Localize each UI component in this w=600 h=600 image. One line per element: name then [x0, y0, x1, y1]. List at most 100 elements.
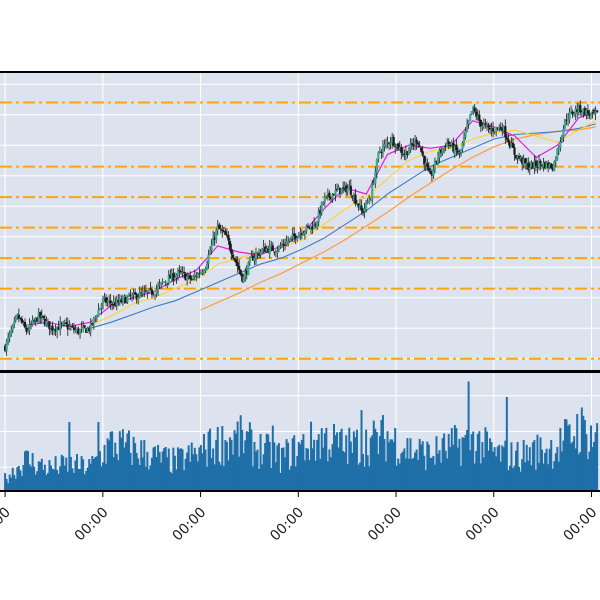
- candle-up: [112, 301, 115, 304]
- volume-bar: [542, 463, 545, 491]
- candle-down: [54, 329, 57, 332]
- volume-bar: [406, 438, 409, 491]
- volume-bar: [308, 459, 311, 491]
- volume-bar: [207, 431, 210, 491]
- volume-bar: [336, 432, 339, 491]
- x-axis-tick-label: 00:00: [365, 505, 405, 545]
- volume-bar: [505, 396, 508, 491]
- candle-up: [337, 187, 340, 190]
- candle-up: [244, 271, 247, 277]
- candle-up: [346, 188, 349, 193]
- volume-bar: [513, 465, 516, 491]
- candle-up: [369, 199, 372, 202]
- volume-bar: [363, 466, 366, 491]
- volume-bar: [143, 439, 146, 491]
- volume-bar: [75, 454, 78, 491]
- candle-down: [111, 303, 114, 305]
- volume-bar: [268, 441, 271, 491]
- volume-bar: [400, 453, 403, 491]
- candle-down: [430, 173, 433, 176]
- volume-bar: [501, 445, 504, 491]
- volume-bar: [594, 432, 597, 491]
- volume-bar: [112, 457, 115, 491]
- candle-down: [88, 327, 91, 332]
- candle-up: [568, 112, 571, 120]
- candle-down: [380, 151, 383, 153]
- volume-bar: [479, 463, 482, 491]
- volume-bar: [14, 478, 17, 491]
- candle-down: [267, 248, 270, 253]
- volume-bar: [218, 461, 221, 491]
- volume-bar: [169, 471, 172, 491]
- candle-down: [57, 326, 60, 330]
- candle-up: [331, 194, 334, 200]
- volume-bar: [276, 445, 279, 491]
- volume-bar: [172, 447, 175, 491]
- candle-up: [274, 252, 277, 254]
- volume-bar: [147, 469, 150, 491]
- x-axis-tick-label: 00:00: [267, 505, 307, 545]
- volume-bar: [589, 425, 592, 491]
- candle-down: [36, 317, 39, 322]
- volume-bar: [72, 472, 75, 491]
- volume-bar: [493, 447, 496, 491]
- candle-up: [98, 307, 102, 311]
- candle-down: [342, 187, 345, 189]
- volume-bar: [270, 467, 273, 491]
- volume-bar: [124, 442, 127, 491]
- candle-up: [465, 124, 469, 131]
- volume-bar: [470, 434, 473, 491]
- candle-up: [556, 148, 559, 160]
- candle-down: [19, 317, 22, 319]
- volume-bar: [473, 463, 476, 491]
- volume-bar: [85, 470, 88, 491]
- volume-bar: [7, 483, 10, 491]
- volume-bar: [394, 428, 397, 491]
- volume-bar: [184, 458, 187, 491]
- volume-bar: [290, 465, 293, 491]
- volume-bar: [8, 474, 11, 491]
- candle-up: [464, 131, 467, 138]
- candle-up: [453, 145, 456, 153]
- candle-down: [20, 318, 24, 323]
- volume-bar: [288, 469, 291, 491]
- candle-up: [186, 276, 189, 280]
- volume-bar: [192, 454, 195, 491]
- volume-bar: [221, 426, 224, 491]
- volume-bar: [244, 440, 247, 491]
- candle-up: [594, 110, 597, 114]
- volume-bar: [310, 421, 313, 491]
- candle-up: [340, 188, 343, 195]
- candle-up: [554, 159, 557, 162]
- candle-up: [123, 296, 126, 298]
- volume-bar: [331, 444, 334, 491]
- volume-bar: [66, 471, 69, 491]
- candle-up: [34, 317, 37, 321]
- candle-up: [334, 189, 337, 196]
- volume-bar: [403, 448, 406, 491]
- candle-down: [144, 290, 147, 292]
- candle-up: [118, 298, 121, 303]
- candle-up: [196, 273, 199, 278]
- candle-up: [519, 157, 522, 160]
- volume-bar: [274, 462, 277, 491]
- candle-up: [5, 340, 8, 351]
- volume-bar: [296, 455, 299, 491]
- candle-down: [505, 137, 508, 140]
- volume-bar: [548, 448, 551, 491]
- volume-bar: [103, 444, 106, 491]
- volume-bar: [86, 467, 89, 491]
- candle-up: [459, 149, 463, 152]
- candle-down: [251, 255, 255, 261]
- volume-bar: [525, 444, 528, 491]
- volume-bar: [77, 469, 80, 491]
- volume-bar: [342, 451, 345, 491]
- candle-down: [444, 145, 447, 148]
- candle-up: [582, 108, 585, 113]
- candle-down: [534, 160, 538, 167]
- candle-up: [216, 225, 219, 231]
- volume-bar: [443, 433, 446, 491]
- candle-down: [401, 153, 404, 155]
- volume-bar: [17, 465, 20, 491]
- candle-up: [287, 241, 290, 243]
